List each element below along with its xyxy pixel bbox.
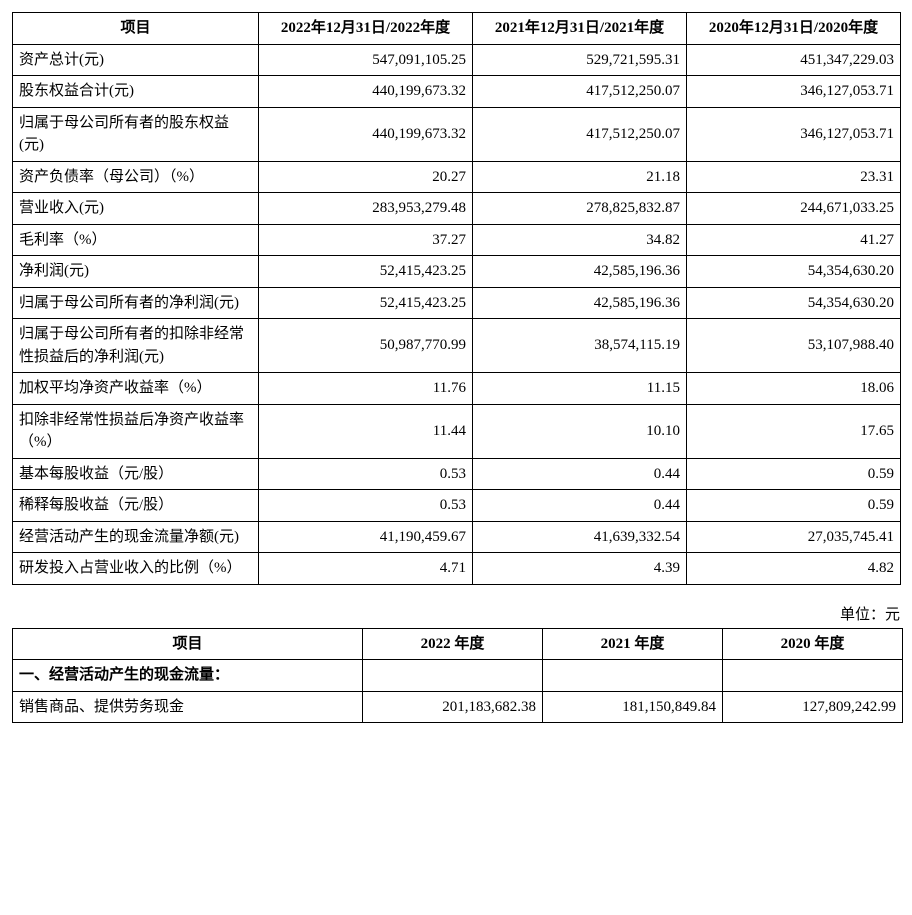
table-row: 资产总计(元)547,091,105.25529,721,595.31451,3… xyxy=(13,44,901,76)
item-label: 稀释每股收益（元/股） xyxy=(13,490,259,522)
item-label: 毛利率（%） xyxy=(13,224,259,256)
item-label: 扣除非经常性损益后净资产收益率（%） xyxy=(13,404,259,458)
section-row: 一、经营活动产生的现金流量： xyxy=(13,660,903,692)
col-header-item: 项目 xyxy=(13,13,259,45)
value-cell: 440,199,673.32 xyxy=(259,76,473,108)
col-header-2022: 2022 年度 xyxy=(363,628,543,660)
value-cell: 18.06 xyxy=(687,373,901,405)
value-cell: 10.10 xyxy=(473,404,687,458)
value-cell: 346,127,053.71 xyxy=(687,107,901,161)
col-header-2021: 2021年12月31日/2021年度 xyxy=(473,13,687,45)
table-row: 营业收入(元)283,953,279.48278,825,832.87244,6… xyxy=(13,193,901,225)
table-row: 归属于母公司所有者的净利润(元)52,415,423.2542,585,196.… xyxy=(13,287,901,319)
item-label: 归属于母公司所有者的股东权益(元) xyxy=(13,107,259,161)
table-row: 净利润(元)52,415,423.2542,585,196.3654,354,6… xyxy=(13,256,901,288)
table-row: 归属于母公司所有者的扣除非经常性损益后的净利润(元)50,987,770.993… xyxy=(13,319,901,373)
item-label: 经营活动产生的现金流量净额(元) xyxy=(13,521,259,553)
item-label: 营业收入(元) xyxy=(13,193,259,225)
value-cell: 27,035,745.41 xyxy=(687,521,901,553)
col-header-2020: 2020 年度 xyxy=(723,628,903,660)
col-header-2020: 2020年12月31日/2020年度 xyxy=(687,13,901,45)
value-cell: 4.71 xyxy=(259,553,473,585)
item-label: 股东权益合计(元) xyxy=(13,76,259,108)
value-cell: 529,721,595.31 xyxy=(473,44,687,76)
table-row: 毛利率（%）37.2734.8241.27 xyxy=(13,224,901,256)
col-header-2021: 2021 年度 xyxy=(543,628,723,660)
table-row: 扣除非经常性损益后净资产收益率（%）11.4410.1017.65 xyxy=(13,404,901,458)
value-cell: 127,809,242.99 xyxy=(723,691,903,723)
table-row: 稀释每股收益（元/股）0.530.440.59 xyxy=(13,490,901,522)
item-label: 归属于母公司所有者的净利润(元) xyxy=(13,287,259,319)
table-row: 资产负债率（母公司）（%）20.2721.1823.31 xyxy=(13,161,901,193)
value-cell: 417,512,250.07 xyxy=(473,76,687,108)
table-row: 销售商品、提供劳务现金201,183,682.38181,150,849.841… xyxy=(13,691,903,723)
value-cell: 41,639,332.54 xyxy=(473,521,687,553)
value-cell: 0.53 xyxy=(259,490,473,522)
table-row: 研发投入占营业收入的比例（%）4.714.394.82 xyxy=(13,553,901,585)
value-cell: 244,671,033.25 xyxy=(687,193,901,225)
value-cell: 440,199,673.32 xyxy=(259,107,473,161)
value-cell: 4.39 xyxy=(473,553,687,585)
table-row: 加权平均净资产收益率（%）11.7611.1518.06 xyxy=(13,373,901,405)
value-cell: 41.27 xyxy=(687,224,901,256)
value-cell: 41,190,459.67 xyxy=(259,521,473,553)
table-row: 归属于母公司所有者的股东权益(元)440,199,673.32417,512,2… xyxy=(13,107,901,161)
empty-cell xyxy=(363,660,543,692)
value-cell: 11.44 xyxy=(259,404,473,458)
empty-cell xyxy=(723,660,903,692)
value-cell: 278,825,832.87 xyxy=(473,193,687,225)
item-label: 基本每股收益（元/股） xyxy=(13,458,259,490)
value-cell: 53,107,988.40 xyxy=(687,319,901,373)
unit-label: 单位：元 xyxy=(12,603,900,624)
col-header-2022: 2022年12月31日/2022年度 xyxy=(259,13,473,45)
item-label: 归属于母公司所有者的扣除非经常性损益后的净利润(元) xyxy=(13,319,259,373)
value-cell: 417,512,250.07 xyxy=(473,107,687,161)
value-cell: 451,347,229.03 xyxy=(687,44,901,76)
value-cell: 4.82 xyxy=(687,553,901,585)
value-cell: 11.76 xyxy=(259,373,473,405)
value-cell: 0.44 xyxy=(473,458,687,490)
item-label: 销售商品、提供劳务现金 xyxy=(13,691,363,723)
value-cell: 38,574,115.19 xyxy=(473,319,687,373)
value-cell: 0.53 xyxy=(259,458,473,490)
value-cell: 0.59 xyxy=(687,458,901,490)
value-cell: 0.59 xyxy=(687,490,901,522)
value-cell: 21.18 xyxy=(473,161,687,193)
value-cell: 20.27 xyxy=(259,161,473,193)
value-cell: 11.15 xyxy=(473,373,687,405)
value-cell: 42,585,196.36 xyxy=(473,256,687,288)
financial-summary-table: 项目 2022年12月31日/2022年度 2021年12月31日/2021年度… xyxy=(12,12,901,585)
value-cell: 201,183,682.38 xyxy=(363,691,543,723)
cashflow-table: 项目 2022 年度 2021 年度 2020 年度 一、经营活动产生的现金流量… xyxy=(12,628,903,724)
item-label: 加权平均净资产收益率（%） xyxy=(13,373,259,405)
item-label: 资产负债率（母公司）（%） xyxy=(13,161,259,193)
value-cell: 50,987,770.99 xyxy=(259,319,473,373)
value-cell: 23.31 xyxy=(687,161,901,193)
value-cell: 52,415,423.25 xyxy=(259,287,473,319)
item-label: 资产总计(元) xyxy=(13,44,259,76)
table-row: 经营活动产生的现金流量净额(元)41,190,459.6741,639,332.… xyxy=(13,521,901,553)
item-label: 净利润(元) xyxy=(13,256,259,288)
item-label: 研发投入占营业收入的比例（%） xyxy=(13,553,259,585)
value-cell: 54,354,630.20 xyxy=(687,256,901,288)
value-cell: 283,953,279.48 xyxy=(259,193,473,225)
value-cell: 37.27 xyxy=(259,224,473,256)
value-cell: 54,354,630.20 xyxy=(687,287,901,319)
col-header-item: 项目 xyxy=(13,628,363,660)
value-cell: 17.65 xyxy=(687,404,901,458)
value-cell: 346,127,053.71 xyxy=(687,76,901,108)
section-label: 一、经营活动产生的现金流量： xyxy=(13,660,363,692)
value-cell: 547,091,105.25 xyxy=(259,44,473,76)
value-cell: 0.44 xyxy=(473,490,687,522)
table-row: 股东权益合计(元)440,199,673.32417,512,250.07346… xyxy=(13,76,901,108)
empty-cell xyxy=(543,660,723,692)
table-row: 基本每股收益（元/股）0.530.440.59 xyxy=(13,458,901,490)
table-header-row: 项目 2022 年度 2021 年度 2020 年度 xyxy=(13,628,903,660)
value-cell: 52,415,423.25 xyxy=(259,256,473,288)
value-cell: 42,585,196.36 xyxy=(473,287,687,319)
value-cell: 181,150,849.84 xyxy=(543,691,723,723)
value-cell: 34.82 xyxy=(473,224,687,256)
table-header-row: 项目 2022年12月31日/2022年度 2021年12月31日/2021年度… xyxy=(13,13,901,45)
